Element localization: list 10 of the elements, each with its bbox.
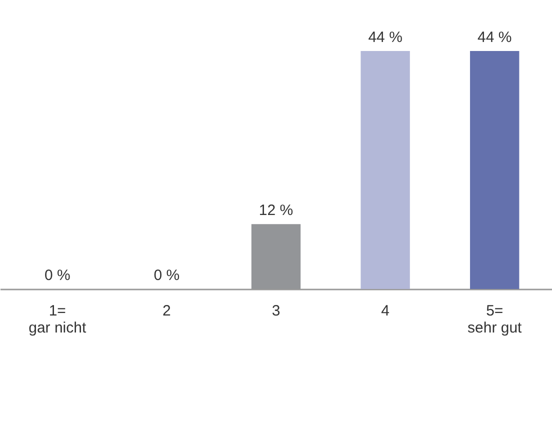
data-label: 0 % [44, 267, 70, 284]
x-tick-label: 3 [272, 302, 280, 320]
data-label: 0 % [154, 267, 180, 284]
data-label: 44 % [368, 29, 402, 46]
x-tick-label: 2 [162, 302, 171, 320]
x-tick-label: 4 [381, 302, 390, 320]
data-label: 12 % [258, 202, 294, 220]
x-tick-label: 1= gar nicht [28, 302, 87, 336]
x-tick-label: 5= sehr gut [468, 302, 523, 336]
data-label: 44 % [478, 29, 512, 46]
